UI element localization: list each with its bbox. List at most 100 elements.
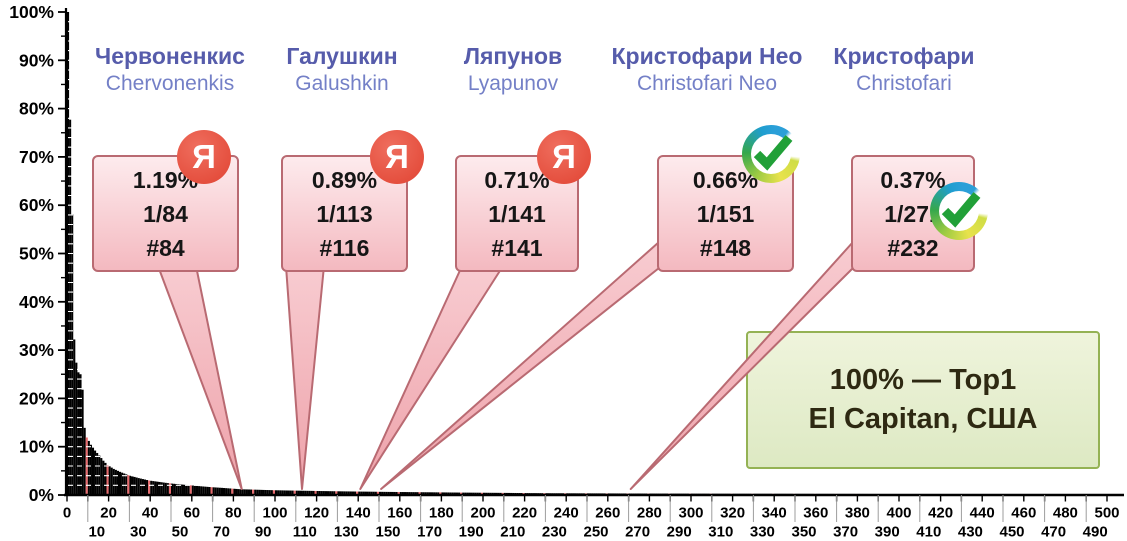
x-tick-label-bottom: 490 [1083, 524, 1108, 541]
bar [316, 490, 319, 495]
decade-bar [106, 465, 109, 495]
bar [121, 472, 124, 495]
callout-percent: 0.37% [880, 166, 946, 193]
bar [308, 490, 311, 495]
bar [416, 492, 419, 495]
bar [287, 490, 290, 495]
bar [162, 482, 165, 495]
x-tick-label-bottom: 430 [958, 524, 983, 541]
bar [297, 490, 300, 495]
bar [285, 490, 288, 495]
x-tick-label-bottom: 310 [708, 524, 733, 541]
bar [206, 486, 209, 495]
bar [320, 491, 323, 495]
x-tick-label-top: 140 [346, 505, 371, 522]
x-tick-label-bottom: 410 [916, 524, 941, 541]
x-tick-label-top: 220 [512, 505, 537, 522]
bar [225, 488, 228, 495]
bar [241, 489, 244, 495]
bar [75, 362, 78, 495]
bar [354, 491, 357, 495]
bar [410, 492, 413, 495]
bar [364, 491, 367, 495]
x-tick-label-bottom: 450 [999, 524, 1024, 541]
bar [351, 491, 355, 495]
bar [191, 485, 194, 495]
bar [449, 492, 452, 495]
bar [431, 492, 434, 495]
bar [368, 491, 371, 495]
x-tick-label-bottom: 350 [791, 524, 816, 541]
y-tick-label: 10% [19, 437, 54, 457]
x-tick-label-bottom: 110 [293, 524, 317, 541]
bar [129, 475, 132, 495]
bar [387, 491, 390, 495]
bar [302, 490, 305, 495]
bar [341, 491, 344, 495]
bar [322, 491, 325, 495]
bar [137, 478, 140, 496]
x-tick-label-top: 360 [803, 505, 828, 522]
x-tick-label-top: 80 [225, 505, 242, 522]
bar [229, 488, 232, 495]
x-tick-label-bottom: 10 [88, 524, 105, 541]
y-tick-label: 100% [9, 2, 54, 22]
bar [264, 489, 267, 495]
x-tick-label-bottom: 230 [542, 524, 567, 541]
yandex-letter: Я [385, 138, 409, 175]
bar [135, 477, 138, 495]
decade-bar [335, 491, 338, 495]
x-tick-label-bottom: 370 [833, 524, 858, 541]
name-en: Galushkin [295, 72, 389, 95]
name-en: Lyapunov [467, 72, 559, 95]
x-tick-label-bottom: 70 [213, 524, 230, 541]
bar [227, 488, 230, 495]
decade-bar [376, 491, 379, 495]
bar [154, 481, 157, 495]
bar [243, 489, 246, 496]
bar [358, 491, 361, 495]
name-ru: Кристофари [833, 43, 975, 69]
bar [216, 487, 219, 495]
x-tick-label-top: 120 [304, 505, 329, 522]
bar [339, 491, 342, 495]
y-tick-label: 40% [19, 292, 54, 312]
decade-bar [439, 492, 442, 495]
bar [455, 492, 459, 495]
x-tick-label-bottom: 130 [334, 524, 359, 541]
bar [393, 491, 396, 495]
system-name-lyapunov: Ляпунов Lyapunov [464, 42, 562, 98]
bar [306, 490, 309, 495]
bar [114, 469, 117, 495]
bar [239, 489, 242, 495]
decade-bar [127, 475, 130, 495]
bar [220, 487, 223, 495]
y-tick-label: 50% [19, 244, 54, 264]
yandex-letter: Я [192, 138, 216, 175]
sber-check-glyph [753, 135, 793, 171]
bar [310, 490, 313, 495]
x-tick-label-bottom: 210 [500, 524, 525, 541]
bar [96, 452, 99, 495]
top1-legend-box: 100% — Top1 El Capitan, США [746, 331, 1100, 469]
decade-bar [293, 490, 296, 495]
bar [347, 491, 350, 495]
bar [212, 487, 215, 495]
decade-bar [210, 487, 213, 495]
callout-rank: #116 [319, 234, 370, 261]
bar [437, 492, 440, 495]
bar [299, 490, 303, 495]
y-tick-label: 0% [29, 485, 55, 505]
decade-bar [231, 488, 234, 495]
x-tick-label-top: 240 [554, 505, 579, 522]
bar [291, 490, 294, 495]
x-tick-label-top: 420 [928, 505, 953, 522]
name-ru: Галушкин [286, 43, 398, 69]
bar [283, 490, 286, 495]
bar [247, 489, 251, 495]
decade-bar [189, 485, 192, 495]
bar [123, 473, 126, 495]
bar [360, 491, 363, 495]
sber-check-glyph [941, 192, 981, 228]
bar [204, 486, 207, 495]
